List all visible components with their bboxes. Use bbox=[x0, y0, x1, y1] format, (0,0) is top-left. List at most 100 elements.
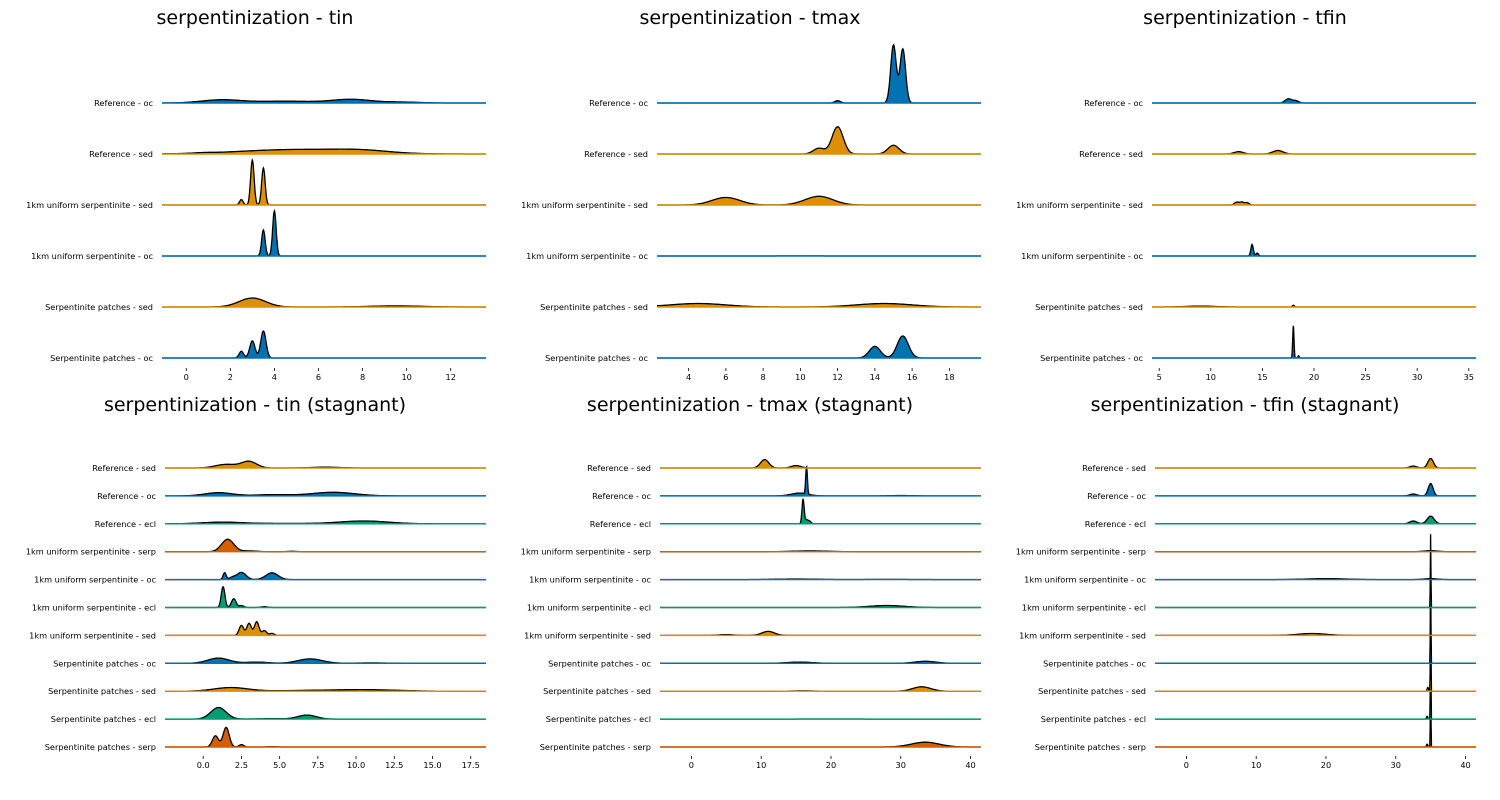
ridge-label: Serpentinite patches - sed bbox=[1038, 686, 1146, 696]
x-tick-label: 5.0 bbox=[273, 760, 286, 770]
panel-title: serpentinization - tin bbox=[157, 7, 354, 29]
ridge-area bbox=[1152, 325, 1476, 358]
x-tick-label: 15.0 bbox=[423, 760, 441, 770]
ridge-label: Serpentinite patches - sed bbox=[45, 302, 153, 312]
ridge-label: 1km uniform serpentinite - ecl bbox=[1022, 603, 1146, 613]
ridge-label: Reference - sed bbox=[584, 149, 648, 159]
x-tick-label: 30 bbox=[896, 760, 906, 770]
ridge-label: Reference - oc bbox=[592, 491, 651, 501]
ridge-outline bbox=[1155, 534, 1476, 609]
ridge-label: 1km uniform serpentinite - sed bbox=[1016, 200, 1143, 210]
ridge-outline bbox=[660, 465, 981, 497]
ridge-outline bbox=[162, 297, 486, 308]
x-tick-label: 20 bbox=[1321, 760, 1331, 770]
x-tick-label: 12 bbox=[446, 372, 456, 382]
ridge-label: 1km uniform serpentinite - oc bbox=[526, 251, 648, 261]
ridge-label: Serpentinite patches - ecl bbox=[1041, 714, 1146, 724]
ridge-area bbox=[162, 298, 486, 307]
ridge-area bbox=[165, 687, 486, 692]
ridge-area bbox=[162, 211, 486, 256]
ridge-area bbox=[1155, 673, 1476, 747]
ridge-area bbox=[660, 498, 981, 524]
x-tick-label: 5 bbox=[1157, 372, 1162, 382]
x-tick-label: 8 bbox=[360, 372, 365, 382]
x-tick-label: 17.5 bbox=[462, 760, 480, 770]
x-tick-label: 30 bbox=[1412, 372, 1422, 382]
ridgeline-panel: serpentinization - tin Serpentinite patch… bbox=[26, 7, 486, 382]
ridge-area bbox=[657, 196, 981, 205]
x-tick-label: 25 bbox=[1360, 372, 1370, 382]
ridge-label: 1km uniform serpentinite - oc bbox=[1024, 575, 1146, 585]
ridge-area bbox=[1155, 625, 1476, 720]
ridge-label: Serpentinite patches - sed bbox=[1035, 302, 1143, 312]
ridge-outline bbox=[660, 498, 981, 525]
x-tick-label: 2.5 bbox=[235, 760, 248, 770]
ridge-label: Reference - sed bbox=[1079, 149, 1143, 159]
ridge-label: Reference - oc bbox=[94, 98, 153, 108]
ridge-label: Serpentinite patches - ecl bbox=[546, 714, 651, 724]
ridge-area bbox=[1155, 633, 1476, 636]
x-tick-label: 2 bbox=[228, 372, 233, 382]
ridge-area bbox=[657, 126, 981, 154]
ridge-area bbox=[1152, 244, 1476, 256]
ridge-area bbox=[660, 466, 981, 496]
x-tick-label: 20 bbox=[826, 760, 836, 770]
ridge-outline bbox=[657, 335, 981, 359]
ridge-label: Reference - oc bbox=[1087, 491, 1146, 501]
ridge-area bbox=[1155, 569, 1476, 664]
x-tick-label: 8 bbox=[761, 372, 766, 382]
ridge-label: 1km uniform serpentinite - oc bbox=[1021, 251, 1143, 261]
x-tick-label: 40 bbox=[965, 760, 975, 770]
x-tick-label: 0 bbox=[184, 372, 189, 382]
ridge-label: Serpentinite patches - sed bbox=[540, 302, 648, 312]
ridge-label: Serpentinite patches - sed bbox=[48, 686, 156, 696]
ridge-label: Reference - oc bbox=[97, 491, 156, 501]
ridge-label: Serpentinite patches - serp bbox=[45, 742, 156, 752]
ridge-label: Serpentinite patches - serp bbox=[1035, 742, 1146, 752]
ridge-label: Serpentinite patches - sed bbox=[543, 686, 651, 696]
ridge-outline bbox=[1155, 673, 1476, 748]
ridge-outline bbox=[1155, 597, 1476, 692]
ridge-label: Serpentinite patches - oc bbox=[1043, 658, 1146, 668]
ridge-outline bbox=[1152, 325, 1476, 359]
x-tick-label: 40 bbox=[1460, 760, 1470, 770]
ridge-area bbox=[165, 572, 486, 580]
x-tick-label: 7.5 bbox=[311, 760, 324, 770]
ridge-area bbox=[165, 621, 486, 636]
ridge-label: 1km uniform serpentinite - ecl bbox=[32, 603, 156, 613]
panel-title: serpentinization - tmax bbox=[639, 7, 860, 29]
ridge-label: 1km uniform serpentinite - serp bbox=[1016, 547, 1146, 557]
ridge-outline bbox=[660, 458, 981, 469]
x-tick-label: 10 bbox=[1206, 372, 1216, 382]
ridge-label: Reference - sed bbox=[89, 149, 153, 159]
x-tick-label: 10.0 bbox=[347, 760, 365, 770]
ridge-label: 1km uniform serpentinite - sed bbox=[521, 200, 648, 210]
ridge-outline bbox=[657, 43, 981, 104]
ridge-area bbox=[165, 586, 486, 608]
ridge-area bbox=[1155, 597, 1476, 692]
ridge-label: Reference - sed bbox=[587, 463, 651, 473]
ridge-label: Serpentinite patches - oc bbox=[53, 658, 156, 668]
ridge-area bbox=[162, 331, 486, 358]
ridgeline-panel: serpentinization - tmax Serpentinite patc… bbox=[521, 7, 981, 382]
ridge-label: Reference - ecl bbox=[1085, 519, 1146, 529]
ridge-area bbox=[162, 160, 486, 205]
panel-title: serpentinization - tmax (stagnant) bbox=[587, 394, 913, 416]
ridge-area bbox=[657, 336, 981, 358]
ridgeline-panel: serpentinization - tfin (stagnant) Serpen… bbox=[1016, 394, 1476, 770]
x-tick-label: 10 bbox=[756, 760, 766, 770]
x-tick-label: 15 bbox=[1257, 372, 1267, 382]
ridge-label: 1km uniform serpentinite - oc bbox=[34, 575, 156, 585]
ridge-outline bbox=[162, 208, 486, 257]
ridge-label: Reference - ecl bbox=[95, 519, 156, 529]
ridgeline-panel: serpentinization - tmax (stagnant) Serpen… bbox=[521, 394, 981, 770]
ridge-area bbox=[1155, 534, 1476, 608]
x-tick-label: 10 bbox=[795, 372, 805, 382]
x-tick-label: 6 bbox=[316, 372, 321, 382]
ridge-outline bbox=[162, 330, 486, 359]
ridge-outline bbox=[1155, 625, 1476, 720]
ridge-label: 1km uniform serpentinite - sed bbox=[524, 630, 651, 640]
x-tick-label: 4 bbox=[272, 372, 277, 382]
ridge-label: 1km uniform serpentinite - sed bbox=[26, 200, 153, 210]
x-tick-label: 0.0 bbox=[197, 760, 210, 770]
